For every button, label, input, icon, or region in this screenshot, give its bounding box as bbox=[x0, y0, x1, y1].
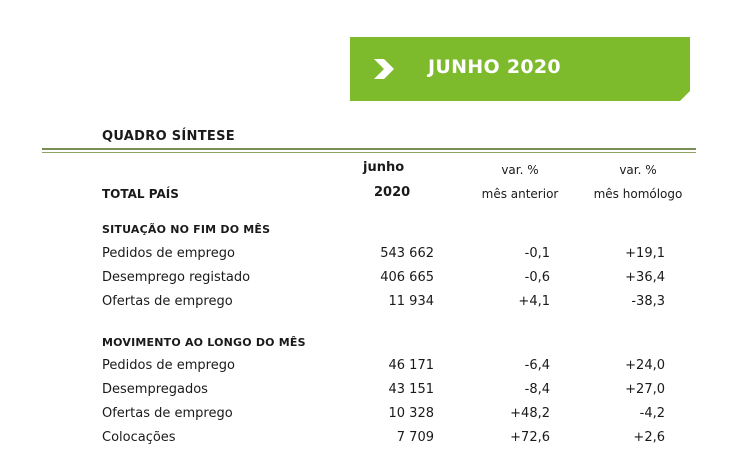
row-value: 11 934 bbox=[388, 294, 435, 309]
row-var-prev: -6,4 bbox=[524, 358, 550, 373]
row-var-year: -4,2 bbox=[639, 406, 665, 421]
col-header-var-prev: var. % bbox=[501, 163, 539, 177]
title-rule-secondary bbox=[42, 152, 696, 153]
row-value: 46 171 bbox=[388, 358, 435, 373]
col-header-var-year-sub: mês homólogo bbox=[593, 187, 683, 201]
row-label: Pedidos de emprego bbox=[102, 358, 235, 373]
row-var-prev: -0,6 bbox=[524, 270, 550, 285]
row-label: Ofertas de emprego bbox=[102, 294, 233, 309]
row-label: Pedidos de emprego bbox=[102, 246, 235, 261]
row-value: 543 662 bbox=[380, 246, 434, 261]
month-banner: JUNHO 2020 bbox=[350, 37, 690, 101]
section-title: MOVIMENTO AO LONGO DO MÊS bbox=[102, 336, 306, 349]
row-var-prev: -8,4 bbox=[524, 382, 550, 397]
row-label: Ofertas de emprego bbox=[102, 406, 233, 421]
row-var-year: +2,6 bbox=[633, 430, 665, 445]
col-header-var-year: var. % bbox=[619, 163, 657, 177]
row-var-prev: +72,6 bbox=[510, 430, 550, 445]
row-label: Colocações bbox=[102, 430, 176, 445]
row-label: Desempregados bbox=[102, 382, 208, 397]
title-rule bbox=[42, 148, 696, 150]
row-value: 406 665 bbox=[380, 270, 434, 285]
chevron-right-icon bbox=[374, 59, 394, 79]
col-header-var-prev-sub: mês anterior bbox=[481, 187, 559, 201]
banner-corner-cut bbox=[680, 91, 690, 101]
row-var-year: +24,0 bbox=[625, 358, 665, 373]
row-label: Desemprego registado bbox=[102, 270, 251, 285]
section-title: SITUAÇÃO NO FIM DO MÊS bbox=[102, 223, 271, 236]
row-value: 43 151 bbox=[388, 382, 435, 397]
row-var-year: -38,3 bbox=[631, 294, 665, 309]
row-var-prev: +48,2 bbox=[510, 406, 550, 421]
row-var-prev: -0,1 bbox=[524, 246, 550, 261]
col-header-month: junho bbox=[363, 160, 405, 175]
banner-title: JUNHO 2020 bbox=[428, 56, 561, 78]
row-var-year: +19,1 bbox=[625, 246, 665, 261]
row-var-year: +36,4 bbox=[625, 270, 665, 285]
region-label: TOTAL PAÍS bbox=[102, 187, 179, 201]
row-value: 10 328 bbox=[388, 406, 435, 421]
col-header-year: 2020 bbox=[374, 185, 411, 200]
row-var-year: +27,0 bbox=[625, 382, 665, 397]
page-title: QUADRO SÍNTESE bbox=[102, 129, 235, 144]
row-var-prev: +4,1 bbox=[518, 294, 550, 309]
row-value: 7 709 bbox=[396, 430, 434, 445]
